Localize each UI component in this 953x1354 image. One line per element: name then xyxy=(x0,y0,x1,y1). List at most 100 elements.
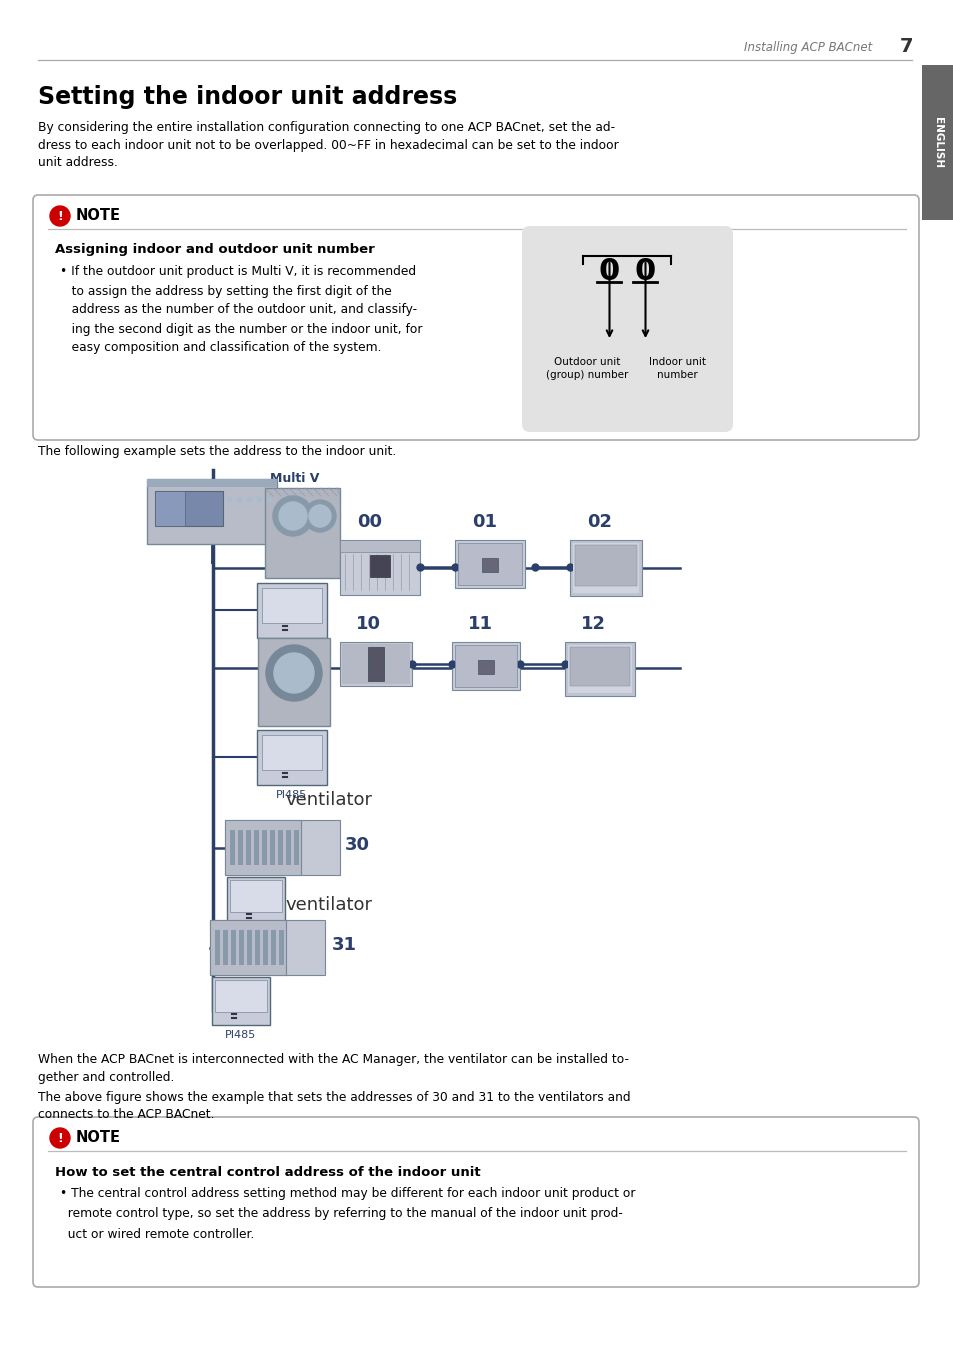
Text: NOTE: NOTE xyxy=(76,1131,121,1145)
Bar xyxy=(147,479,276,544)
Bar xyxy=(270,830,274,865)
Text: dress to each indoor unit not to be overlapped. 00~FF in hexadecimal can be set : dress to each indoor unit not to be over… xyxy=(38,138,618,152)
Text: PI485: PI485 xyxy=(276,643,307,653)
Text: 7: 7 xyxy=(900,38,913,57)
Bar xyxy=(237,830,243,865)
Text: ENGLISH: ENGLISH xyxy=(932,116,942,168)
Text: 02: 02 xyxy=(587,513,612,531)
Circle shape xyxy=(304,500,335,532)
Bar xyxy=(573,543,639,593)
Text: unit address.: unit address. xyxy=(38,156,118,168)
Text: By considering the entire installation configuration connecting to one ACP BACne: By considering the entire installation c… xyxy=(38,122,615,134)
Text: address as the number of the outdoor unit, and classify-: address as the number of the outdoor uni… xyxy=(60,303,416,317)
FancyBboxPatch shape xyxy=(521,226,732,432)
Bar xyxy=(227,877,285,925)
Circle shape xyxy=(273,496,313,536)
Bar xyxy=(214,980,267,1011)
Text: ing the second digit as the number or the indoor unit, for: ing the second digit as the number or th… xyxy=(60,322,422,336)
Bar xyxy=(457,543,521,585)
Text: 0: 0 xyxy=(598,257,619,287)
Bar xyxy=(455,540,524,588)
Bar xyxy=(246,830,251,865)
Text: 11: 11 xyxy=(467,615,492,634)
Text: 00: 00 xyxy=(357,513,382,531)
Bar xyxy=(254,930,260,965)
Text: When the ACP BACnet is interconnected with the AC Manager, the ventilator can be: When the ACP BACnet is interconnected wi… xyxy=(38,1053,628,1067)
Text: ventilator: ventilator xyxy=(285,791,372,808)
Bar xyxy=(262,830,267,865)
Bar xyxy=(210,919,286,975)
Bar xyxy=(265,487,339,578)
Bar xyxy=(294,830,298,865)
Bar xyxy=(223,930,228,965)
Text: gether and controlled.: gether and controlled. xyxy=(38,1071,174,1083)
Bar xyxy=(452,642,519,691)
Bar xyxy=(271,930,275,965)
Bar xyxy=(212,978,270,1025)
Bar xyxy=(921,65,953,219)
Bar xyxy=(339,642,412,686)
Circle shape xyxy=(50,1128,70,1148)
Text: 31: 31 xyxy=(332,936,356,955)
FancyBboxPatch shape xyxy=(33,195,918,440)
Bar xyxy=(154,492,223,525)
Text: uct or wired remote controller.: uct or wired remote controller. xyxy=(60,1228,254,1240)
Text: to assign the address by setting the first digit of the: to assign the address by setting the fir… xyxy=(60,284,392,298)
Text: 12: 12 xyxy=(579,615,605,634)
Bar xyxy=(262,735,322,770)
Bar xyxy=(339,540,419,594)
Bar xyxy=(262,588,322,623)
Text: PI485: PI485 xyxy=(225,1030,256,1040)
Text: !: ! xyxy=(57,210,63,222)
Text: (group) number: (group) number xyxy=(546,370,628,380)
Circle shape xyxy=(278,502,307,529)
Text: Multi: Multi xyxy=(277,620,311,632)
Text: Assigning indoor and outdoor unit number: Assigning indoor and outdoor unit number xyxy=(55,244,375,256)
Bar xyxy=(257,638,330,726)
Text: 10: 10 xyxy=(355,615,380,634)
Circle shape xyxy=(266,645,322,701)
Bar xyxy=(569,540,641,596)
FancyBboxPatch shape xyxy=(33,1117,918,1288)
Bar xyxy=(239,930,244,965)
Text: 0: 0 xyxy=(634,257,656,287)
Bar xyxy=(230,830,234,865)
Text: The above figure shows the example that sets the addresses of 30 and 31 to the v: The above figure shows the example that … xyxy=(38,1091,630,1105)
Text: !: ! xyxy=(57,1132,63,1144)
Bar xyxy=(567,645,631,693)
Bar xyxy=(370,555,390,577)
Text: ventilator: ventilator xyxy=(285,896,372,914)
Text: Indoor unit: Indoor unit xyxy=(648,357,705,367)
Circle shape xyxy=(274,653,314,693)
Bar xyxy=(368,647,384,681)
Text: NOTE: NOTE xyxy=(76,209,121,223)
Text: PI485: PI485 xyxy=(240,930,272,940)
Bar xyxy=(225,821,301,875)
Bar xyxy=(481,558,497,571)
Text: • The central control address setting method may be different for each indoor un: • The central control address setting me… xyxy=(60,1187,635,1201)
Text: Outdoor unit: Outdoor unit xyxy=(554,357,620,367)
Text: • If the outdoor unit product is Multi V, it is recommended: • If the outdoor unit product is Multi V… xyxy=(60,265,416,279)
Bar xyxy=(263,930,268,965)
Bar xyxy=(339,540,419,552)
Bar xyxy=(247,930,252,965)
Text: Setting the indoor unit address: Setting the indoor unit address xyxy=(38,85,456,110)
Bar xyxy=(253,830,258,865)
Text: easy composition and classification of the system.: easy composition and classification of t… xyxy=(60,341,381,355)
Text: Multi V: Multi V xyxy=(270,471,319,485)
Bar xyxy=(277,830,283,865)
Text: PI485: PI485 xyxy=(276,789,307,800)
Bar xyxy=(341,645,410,684)
Text: 01: 01 xyxy=(472,513,497,531)
Bar xyxy=(231,930,235,965)
Bar xyxy=(225,821,339,875)
Bar xyxy=(147,479,276,487)
Text: connects to the ACP BACnet.: connects to the ACP BACnet. xyxy=(38,1109,214,1121)
Circle shape xyxy=(309,505,331,527)
Bar xyxy=(455,645,517,686)
Bar xyxy=(154,492,185,525)
Text: The following example sets the address to the indoor unit.: The following example sets the address t… xyxy=(38,445,395,459)
Text: Installing ACP BACnet: Installing ACP BACnet xyxy=(743,41,871,54)
Text: How to set the central control address of the indoor unit: How to set the central control address o… xyxy=(55,1166,480,1178)
Bar xyxy=(575,546,637,586)
